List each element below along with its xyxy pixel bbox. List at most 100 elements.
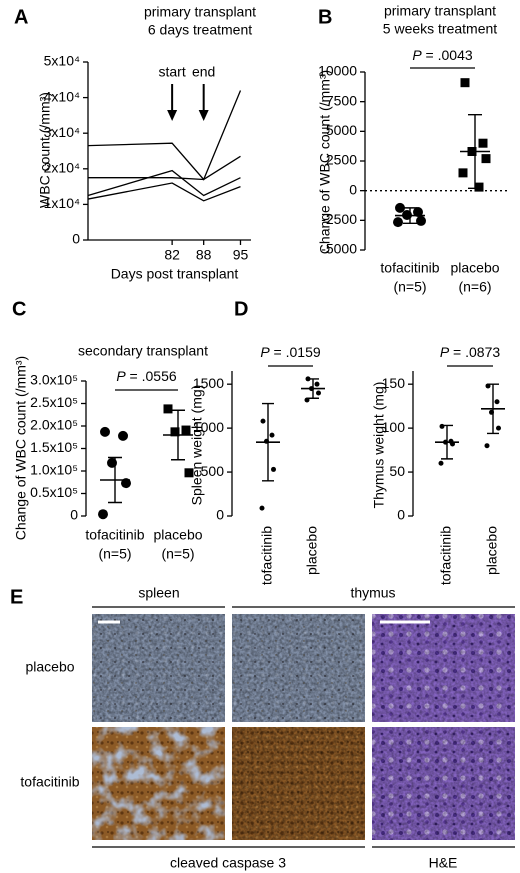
data-point xyxy=(395,202,405,213)
category-label: placebo xyxy=(484,526,500,575)
stain-label: cleaved caspase 3 xyxy=(170,855,286,871)
y-tick-label: 0 xyxy=(397,507,405,523)
y-tick-label: 10000 xyxy=(318,63,357,79)
annotation: start xyxy=(159,64,186,80)
category-label: tofacitinib xyxy=(85,527,144,543)
x-tick-label: 82 xyxy=(164,247,180,263)
data-point xyxy=(481,154,491,164)
y-tick-label: 0 xyxy=(70,507,78,523)
p-text: = .0159 xyxy=(270,344,321,360)
chart-title: 5 weeks treatment xyxy=(383,21,497,37)
panel-letter: E xyxy=(10,586,23,608)
p-value: P = .0159 xyxy=(260,344,321,360)
y-axis-label: Change of WBC count (/mm³) xyxy=(317,70,333,254)
data-point xyxy=(478,138,488,148)
y-tick-label: 0 xyxy=(349,181,357,197)
y-tick-label: -5000 xyxy=(321,241,357,257)
micrograph-grid: E spleen thymus placebo tofacitinib clea… xyxy=(10,585,515,871)
y-tick-label: 2500 xyxy=(326,152,357,168)
error-bar xyxy=(108,456,122,504)
category-label: tofacitinib xyxy=(438,526,454,585)
y-tick-label: -2500 xyxy=(321,211,357,227)
x-tick-label: 95 xyxy=(233,247,249,263)
y-tick-label: 5000 xyxy=(326,122,357,138)
n-label: (n=5) xyxy=(98,546,131,562)
annotation: end xyxy=(192,64,215,80)
panel-letter: B xyxy=(318,6,332,28)
data-point xyxy=(494,399,500,405)
line-series xyxy=(87,90,242,181)
micrograph-texture xyxy=(372,727,515,840)
y-tick-label: 3x10⁴ xyxy=(44,124,80,140)
chart-title: 6 days treatment xyxy=(148,22,252,38)
column-label: thymus xyxy=(350,585,395,601)
arrow-head xyxy=(167,110,178,121)
data-point xyxy=(271,466,276,472)
error-bar xyxy=(441,424,453,460)
y-tick-label: 2.0x10⁵ xyxy=(30,417,78,433)
data-point xyxy=(259,505,265,511)
data-point xyxy=(184,468,194,478)
line-series xyxy=(87,182,241,202)
data-point xyxy=(439,423,445,429)
y-tick-label: 2x10⁴ xyxy=(44,160,80,176)
micrograph-texture xyxy=(92,614,225,722)
y-tick-label: 500 xyxy=(201,463,225,479)
data-point xyxy=(413,207,423,218)
data-point xyxy=(100,426,110,437)
data-point xyxy=(474,182,484,192)
micrograph-texture xyxy=(372,614,515,722)
y-tick-label: 2.5x10⁵ xyxy=(30,394,78,410)
stain-label: H&E xyxy=(429,855,458,871)
y-axis-label: Thymus weight (mg) xyxy=(371,382,387,509)
data-point xyxy=(181,425,191,435)
row-label: tofacitinib xyxy=(20,774,79,790)
category-label: placebo xyxy=(450,260,499,276)
line-series xyxy=(87,169,241,197)
y-tick-label: 5x10⁴ xyxy=(44,53,80,69)
panel-letter: A xyxy=(14,6,28,28)
y-tick-label: 7500 xyxy=(326,92,357,108)
y-tick-label: 1500 xyxy=(193,375,224,391)
chart-title: primary transplant xyxy=(384,3,496,19)
y-tick-label: 4x10⁴ xyxy=(44,88,80,104)
y-axis-label: WBC count (/mm³) xyxy=(37,92,53,208)
p-value: P = .0873 xyxy=(440,344,501,360)
arrow-head xyxy=(198,110,209,121)
p-symbol: P xyxy=(440,344,450,360)
x-tick-label: 88 xyxy=(196,247,212,263)
chart-title: primary transplant xyxy=(144,4,256,20)
data-point xyxy=(438,460,444,466)
p-text: = .0873 xyxy=(449,344,500,360)
category-label: tofacitinib xyxy=(380,260,439,276)
n-label: (n=5) xyxy=(161,546,194,562)
error-bar xyxy=(403,207,417,224)
y-tick-label: 3.0x10⁵ xyxy=(30,372,78,388)
p-symbol: P xyxy=(116,368,126,384)
y-tick-label: 0.5x10⁵ xyxy=(30,484,78,500)
y-tick-label: 1.0x10⁵ xyxy=(30,462,78,478)
data-point xyxy=(460,78,470,88)
y-tick-label: 100 xyxy=(382,419,406,435)
y-tick-label: 150 xyxy=(382,375,406,391)
column-label: spleen xyxy=(138,585,179,601)
data-point xyxy=(314,381,320,387)
line-series xyxy=(88,155,241,181)
chart-title: secondary transplant xyxy=(78,343,208,359)
p-symbol: P xyxy=(412,47,422,63)
y-tick-label: 1.5x10⁵ xyxy=(30,439,78,455)
y-tick-label: 0 xyxy=(216,507,224,523)
data-point xyxy=(393,217,403,228)
y-axis-label: Spleen weight (mg) xyxy=(189,385,205,506)
micrograph-texture xyxy=(232,727,365,840)
y-tick-label: 1x10⁴ xyxy=(44,195,80,211)
data-point xyxy=(416,215,426,226)
data-point xyxy=(269,432,275,438)
micrograph-texture xyxy=(92,727,225,840)
data-point xyxy=(170,427,180,437)
data-point xyxy=(118,430,128,441)
data-point xyxy=(458,168,468,178)
y-tick-label: 1000 xyxy=(193,419,224,435)
